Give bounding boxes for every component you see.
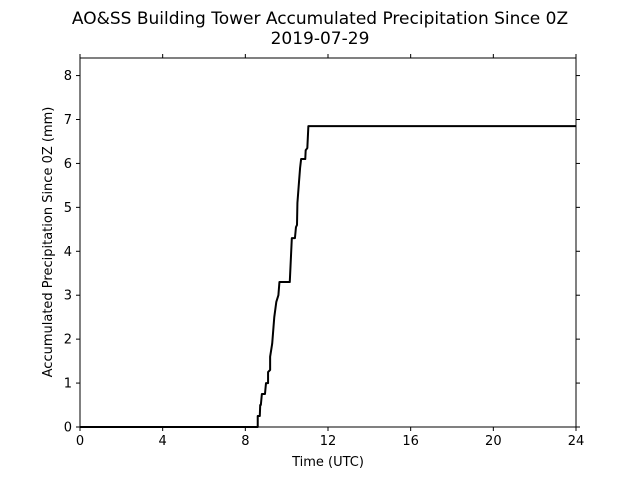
y-tick-label-4: 4 <box>64 245 72 260</box>
x-tick-label-0: 0 <box>76 434 84 449</box>
x-tick-label-24: 24 <box>568 434 585 449</box>
y-tick-label-1: 1 <box>64 377 72 392</box>
series-line-0 <box>80 125 576 428</box>
x-tick-label-4: 4 <box>159 434 167 449</box>
x-tick-label-20: 20 <box>485 434 502 449</box>
y-tick-label-3: 3 <box>64 289 72 304</box>
y-tick-label-6: 6 <box>64 157 72 172</box>
y-tick-label-7: 7 <box>64 113 72 128</box>
y-tick-label-8: 8 <box>64 69 72 84</box>
x-tick-label-12: 12 <box>320 434 337 449</box>
x-tick-label-16: 16 <box>402 434 419 449</box>
chart-subtitle: 2019-07-29 <box>271 29 370 49</box>
y-tick-label-5: 5 <box>64 201 72 216</box>
x-axis-label: Time (UTC) <box>291 455 364 470</box>
chart-title: AO&SS Building Tower Accumulated Precipi… <box>72 9 568 29</box>
y-tick-label-2: 2 <box>64 333 72 348</box>
x-tick-label-8: 8 <box>241 434 249 449</box>
y-axis-label: Accumulated Precipitation Since 0Z (mm) <box>41 107 56 378</box>
plot-frame <box>79 57 577 428</box>
y-tick-label-0: 0 <box>64 421 72 436</box>
